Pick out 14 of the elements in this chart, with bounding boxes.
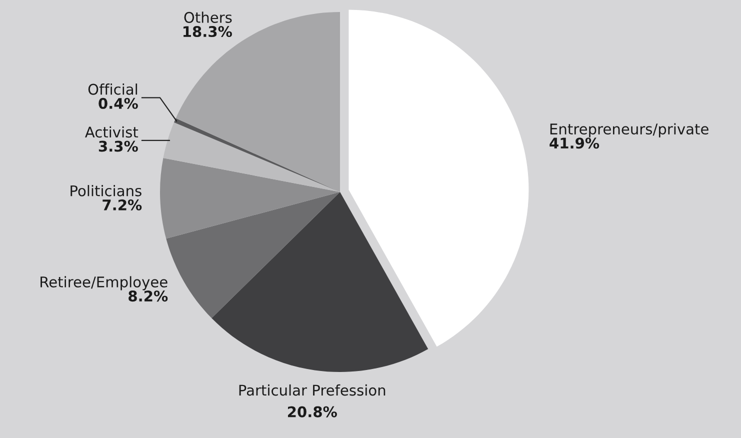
slice-label: Particular Prefession (239, 384, 386, 396)
slice-label: Entrepreneurs/private (550, 123, 708, 138)
data-label: 20.8% (288, 406, 337, 418)
slice-label: Others (184, 12, 232, 23)
slice-label: Official (88, 84, 138, 95)
data-label: 0.4% (98, 98, 138, 109)
data-label: 8.2% (128, 290, 168, 302)
slice-label: Politicians (70, 185, 142, 196)
data-label: 7.2% (102, 199, 142, 210)
data-label: 18.3% (183, 26, 232, 38)
slice-label: Retiree/Employee (40, 276, 168, 290)
slice-label: Activist (85, 126, 138, 138)
data-label: 41.9% (550, 138, 600, 149)
data-label: 3.3% (98, 140, 138, 152)
